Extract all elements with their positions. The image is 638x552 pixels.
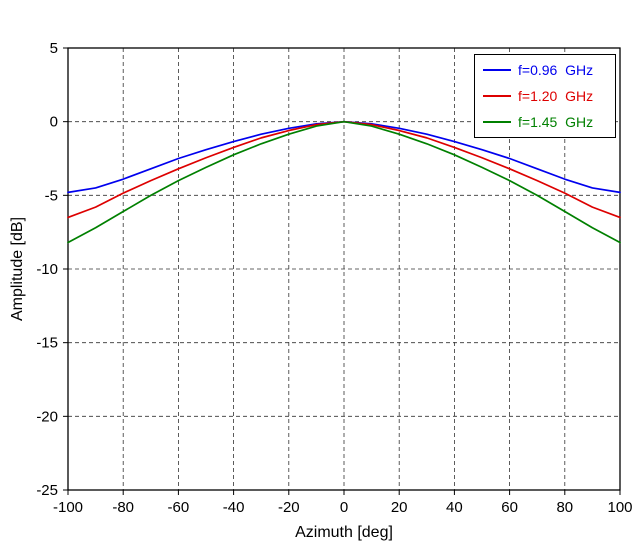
- x-tick-label: 100: [607, 499, 632, 516]
- legend: f=0.96 GHz f=1.20 GHz f=1.45 GHz: [474, 54, 616, 138]
- legend-label: f=1.20 GHz: [518, 88, 594, 104]
- x-tick-label: -80: [112, 499, 134, 516]
- series-line: [67, 120, 621, 244]
- legend-line-sample: [483, 69, 511, 71]
- legend-entry: f=1.20 GHz: [483, 87, 607, 105]
- legend-line-sample: [483, 95, 511, 97]
- legend-line-sample: [483, 121, 511, 123]
- x-tick-label: 0: [340, 499, 348, 516]
- legend-label: f=0.96 GHz: [518, 62, 594, 78]
- x-axis-label: Azimuth [deg]: [295, 524, 393, 541]
- y-axis-label: Amplitude [dB]: [9, 216, 26, 322]
- x-tick-label: -60: [168, 499, 190, 516]
- y-tick-label: -15: [36, 335, 58, 352]
- x-tick-label: -40: [223, 499, 245, 516]
- y-tick-label: -5: [45, 187, 58, 204]
- x-tick-label: -20: [278, 499, 300, 516]
- y-tick-label: 0: [50, 114, 58, 131]
- x-tick-label: -100: [53, 499, 83, 516]
- x-tick-label: 80: [556, 499, 573, 516]
- x-tick-label: 20: [391, 499, 408, 516]
- legend-entry: f=0.96 GHz: [483, 61, 607, 79]
- x-tick-label: 40: [446, 499, 463, 516]
- y-tick-label: -20: [36, 408, 58, 425]
- legend-label: f=1.45 GHz: [518, 114, 594, 130]
- y-tick-label: 5: [50, 40, 58, 57]
- legend-entry: f=1.45 GHz: [483, 113, 607, 131]
- x-tick-label: 60: [501, 499, 518, 516]
- y-tick-label: -25: [36, 482, 58, 499]
- y-tick-label: -10: [36, 261, 58, 278]
